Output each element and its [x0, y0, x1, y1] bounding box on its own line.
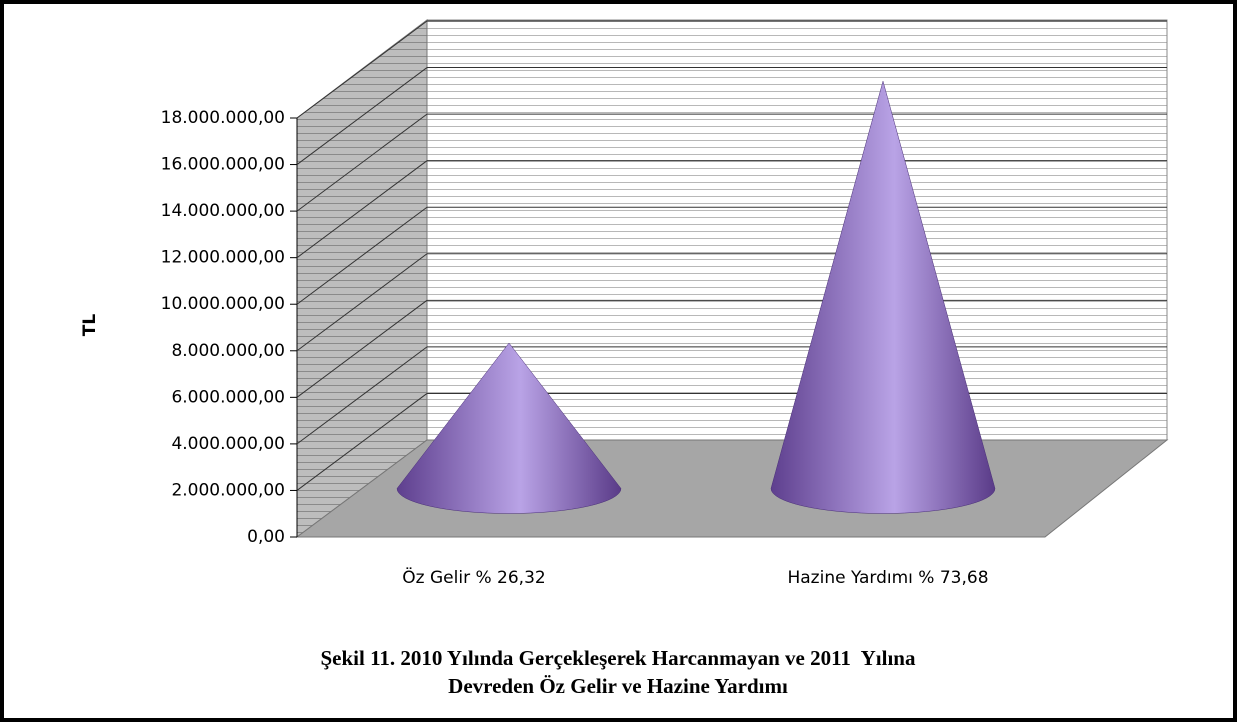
y-axis-label: TL — [80, 314, 100, 337]
grid-line — [296, 299, 428, 398]
x-tick-label: Hazine Yardımı % 73,68 — [787, 568, 988, 588]
y-tick-label: 0,00 — [247, 527, 285, 547]
y-tick-label: 6.000.000,00 — [171, 387, 285, 407]
cone — [396, 342, 622, 514]
grid-line — [296, 393, 428, 491]
y-tick-label: 10.000.000,00 — [161, 294, 285, 314]
grid-line — [296, 253, 428, 352]
y-tick-label: 8.000.000,00 — [171, 341, 285, 361]
y-tick-label: 14.000.000,00 — [161, 201, 285, 221]
x-tick-label: Öz Gelir % 26,32 — [402, 566, 545, 588]
y-tick-label: 4.000.000,00 — [171, 434, 285, 454]
cone — [770, 80, 996, 514]
grid-line — [296, 346, 428, 445]
grid-line — [296, 206, 428, 305]
grid-line — [296, 20, 428, 119]
caption: Devreden Öz Gelir ve Hazine Yardımı — [448, 674, 788, 698]
grid-line — [296, 113, 428, 212]
y-tick-label: 18.000.000,00 — [161, 108, 285, 128]
caption: Şekil 11. 2010 Yılında Gerçekleşerek Har… — [320, 646, 916, 670]
y-tick-label: 16.000.000,00 — [161, 155, 285, 175]
y-tick-label: 12.000.000,00 — [161, 248, 285, 268]
back-wall — [426, 19, 1168, 441]
grid-line — [296, 160, 428, 259]
y-tick-label: 2.000.000,00 — [171, 480, 285, 500]
grid-line — [296, 67, 428, 165]
